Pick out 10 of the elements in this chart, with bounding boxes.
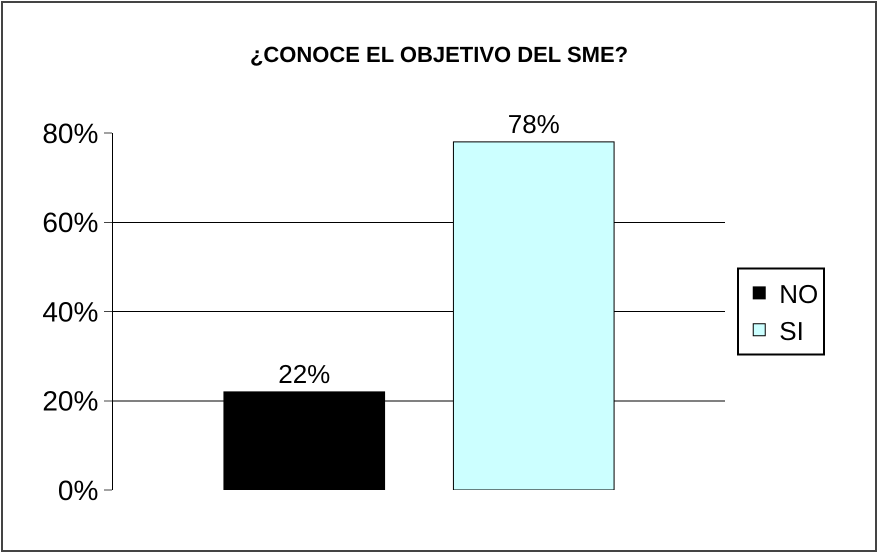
y-tick-label: 80%: [42, 118, 98, 149]
data-label: 78%: [508, 108, 560, 139]
y-tick-label: 20%: [42, 386, 98, 417]
legend-label: NO: [779, 279, 818, 310]
data-label: 22%: [278, 358, 330, 389]
y-tick-label: 60%: [42, 207, 98, 238]
y-tick-label: 0%: [58, 474, 98, 506]
chart-title: ¿CONOCE EL OBJETIVO DEL SME?: [250, 42, 628, 68]
legend-label: SI: [779, 316, 804, 346]
y-tick-label: 40%: [42, 296, 98, 328]
